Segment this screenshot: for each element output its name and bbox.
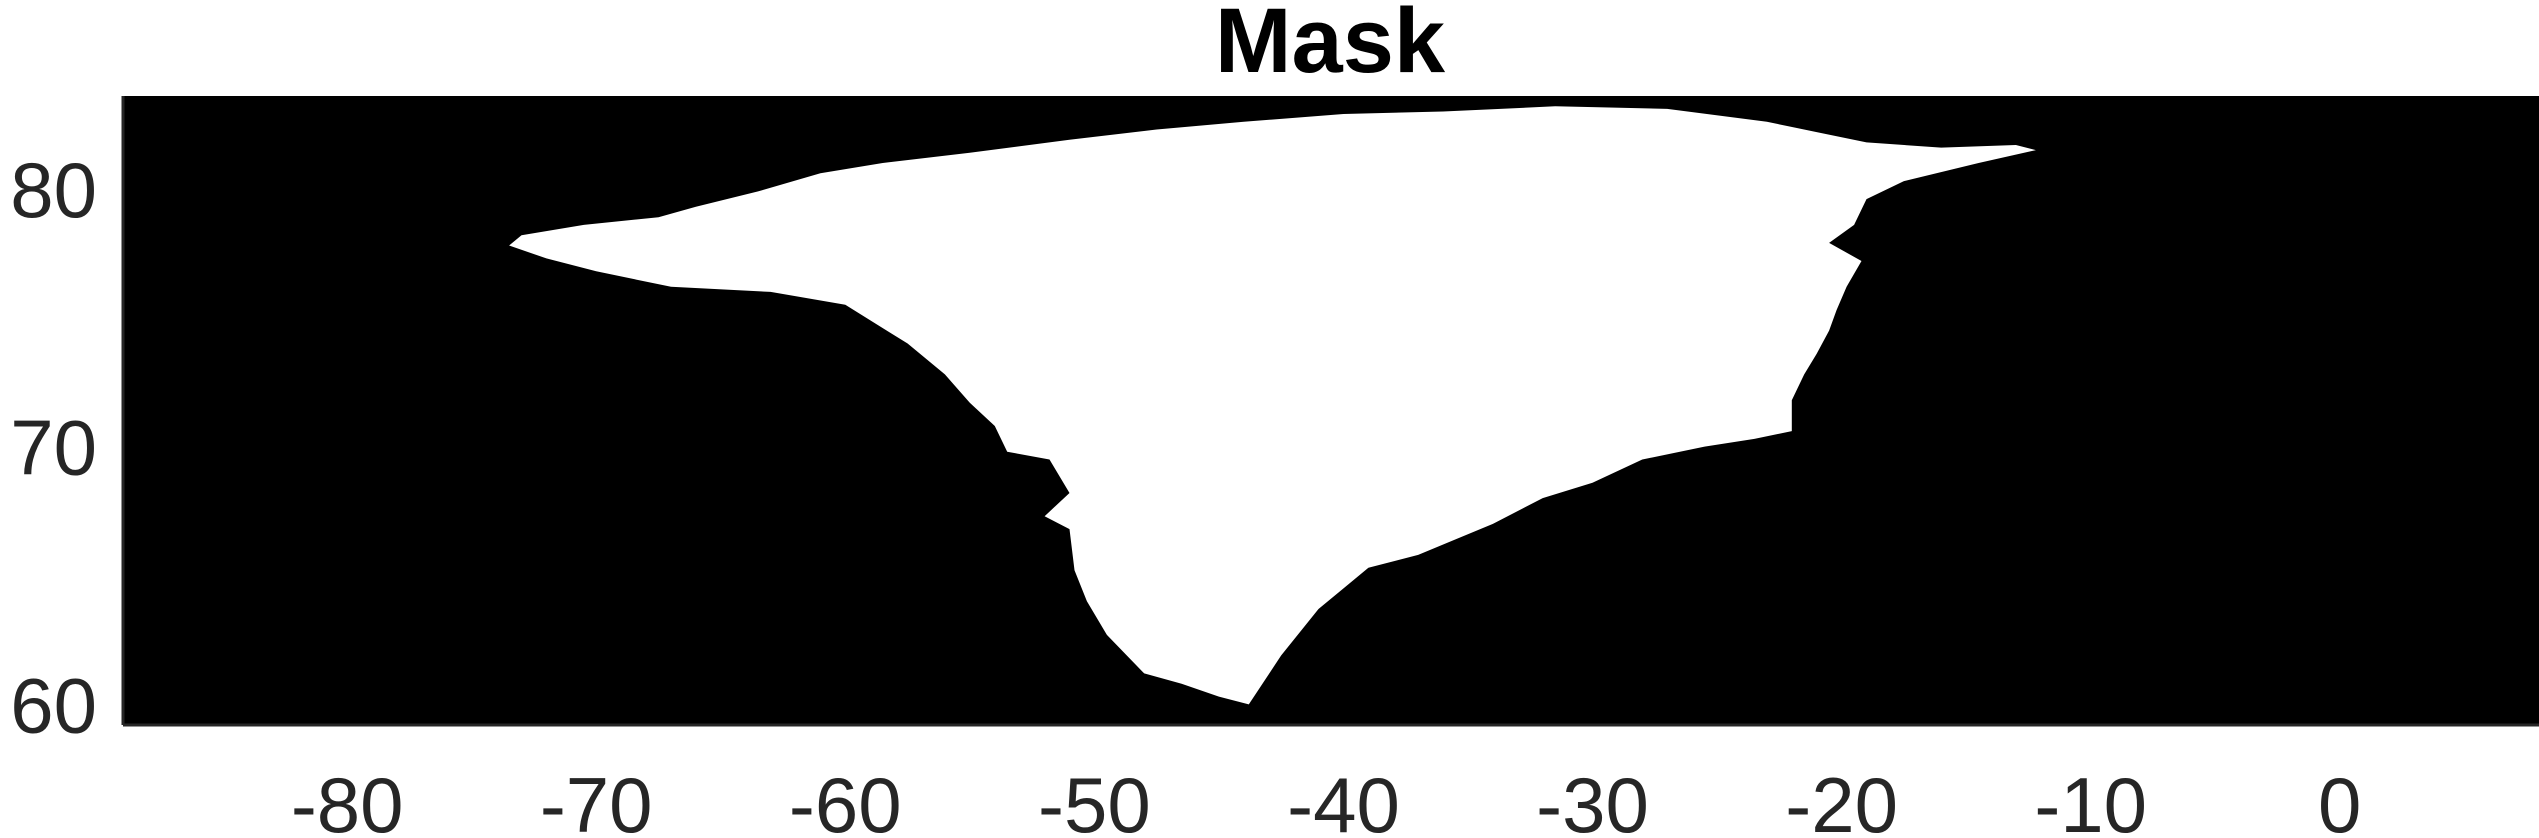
y-axis: 60 70 80	[10, 146, 97, 750]
x-tick-label: -70	[540, 761, 653, 838]
mask-region	[509, 106, 2036, 705]
y-tick-label: 80	[10, 146, 97, 234]
axis-lines	[121, 96, 2539, 727]
x-tick-label: -20	[1785, 761, 1898, 838]
y-tick-label: 70	[10, 404, 97, 492]
x-tick-label: -30	[1536, 761, 1649, 838]
mask-layer	[509, 106, 2036, 705]
x-tick-label: 0	[2318, 761, 2361, 838]
x-tick-label: -10	[2034, 761, 2147, 838]
x-tick-label: -50	[1038, 761, 1151, 838]
x-axis: -80 -70 -60 -50 -40 -30 -20 -10 0	[291, 761, 2362, 838]
x-tick-label: -60	[789, 761, 902, 838]
x-tick-label: -80	[291, 761, 404, 838]
chart-title: Mask	[1215, 0, 1446, 92]
y-tick-label: 60	[10, 661, 97, 749]
x-tick-label: -40	[1287, 761, 1400, 838]
